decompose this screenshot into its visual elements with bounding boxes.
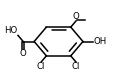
Text: O: O [20,49,27,58]
Text: Cl: Cl [72,62,80,71]
Text: Cl: Cl [37,62,45,71]
Text: O: O [73,12,79,21]
Text: HO: HO [4,26,17,35]
Text: OH: OH [94,37,107,46]
